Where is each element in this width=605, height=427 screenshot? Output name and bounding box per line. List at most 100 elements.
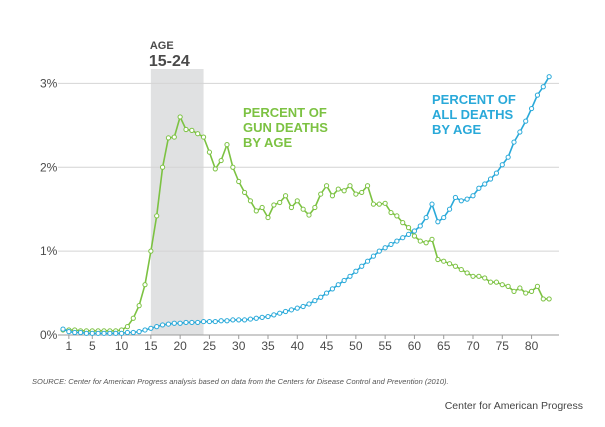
data-point-all [118,330,125,336]
gridlines [58,82,559,252]
x-tick-label: 30 [232,339,246,353]
data-point-all [400,235,406,241]
data-point-gun [200,134,207,140]
data-point-gun [318,191,324,197]
data-point-gun [165,135,172,141]
data-point-gun [482,275,488,281]
data-point-gun [370,201,377,207]
y-tick-label: 1% [40,244,58,258]
data-point-all [364,258,371,264]
data-point-gun [294,198,300,204]
data-point-all [224,318,230,324]
data-point-gun [218,157,224,164]
data-point-gun [540,296,546,302]
data-point-gun [206,149,213,155]
data-point-all [517,129,523,135]
x-tick-label: 35 [261,339,275,353]
data-point-all [171,320,177,326]
data-point-gun [446,261,453,267]
series-label-line: PERCENT OF [243,105,327,120]
data-point-all [499,162,505,168]
data-point-gun [236,178,242,185]
data-point-gun [300,206,306,212]
x-tick-label: 25 [203,339,217,353]
x-tick-label: 65 [437,339,451,353]
data-point-all [177,320,183,326]
x-tick-label: 70 [466,339,480,353]
data-point-all [435,219,441,225]
data-point-all [130,329,136,336]
data-point-all [159,322,166,328]
data-point-gun [212,166,218,172]
series-line-gun [63,116,550,332]
data-point-all [493,170,500,176]
data-point-all [394,238,400,244]
x-tick-label: 60 [408,339,422,353]
data-point-all [95,330,101,336]
data-point-all [405,231,412,237]
data-point-gun [441,258,447,264]
data-point-gun [253,208,259,214]
x-tick-label: 10 [115,339,129,353]
data-point-all [335,282,341,288]
data-point-gun [435,256,441,263]
data-point-gun [499,282,505,288]
data-point-gun [505,283,511,289]
data-point-all [165,321,172,327]
data-point-all [341,277,347,284]
data-point-gun [154,213,160,219]
x-tick-label: 80 [525,339,539,353]
data-point-all [546,74,552,80]
y-tick-label: 0% [40,328,58,342]
data-point-all [288,307,295,313]
data-point-all [528,105,535,112]
data-point-gun [359,189,365,196]
x-tick-label: 15 [144,339,158,353]
y-tick-label: 3% [40,76,58,90]
series-label-line: BY AGE [243,135,292,150]
data-point-all [452,194,459,201]
data-point-all [446,206,453,212]
data-point-gun [171,134,177,140]
series-label-gun: PERCENT OF GUN DEATHS BY AGE [243,105,328,150]
data-point-gun [271,202,277,208]
data-point-all [271,312,277,318]
series-label-line: BY AGE [432,122,481,137]
band-label-range: 15-24 [149,53,190,70]
x-tick-label: 75 [496,339,510,353]
data-point-all [101,330,107,336]
data-point-all [107,330,113,336]
data-point-all [154,324,160,330]
data-point-gun [130,315,136,321]
data-point-gun [511,288,517,294]
data-point-all [218,318,224,324]
data-point-all [200,318,207,325]
data-point-gun [142,282,148,288]
data-point-gun [189,127,195,133]
data-point-all [523,118,529,124]
data-point-all [318,294,324,300]
data-point-gun [423,240,429,246]
data-point-all [189,319,195,326]
data-point-all [282,308,289,315]
data-point-gun [493,279,500,285]
credit-text: Center for American Progress [444,400,583,412]
data-point-all [370,253,377,259]
data-point-all [183,319,189,326]
data-point-gun [312,204,318,211]
data-point-all [347,273,353,279]
data-point-gun [546,296,552,302]
highlight-band [150,69,204,335]
data-point-gun [405,225,412,231]
data-point-gun [224,142,230,148]
band-label-age: AGE [150,40,174,52]
data-point-all [277,310,283,316]
data-point-all [195,319,201,326]
data-point-gun [411,233,418,239]
data-point-gun [376,201,382,207]
data-point-all [124,329,131,336]
data-point-all [253,315,259,321]
data-point-all [323,290,330,296]
data-point-all [236,317,242,323]
